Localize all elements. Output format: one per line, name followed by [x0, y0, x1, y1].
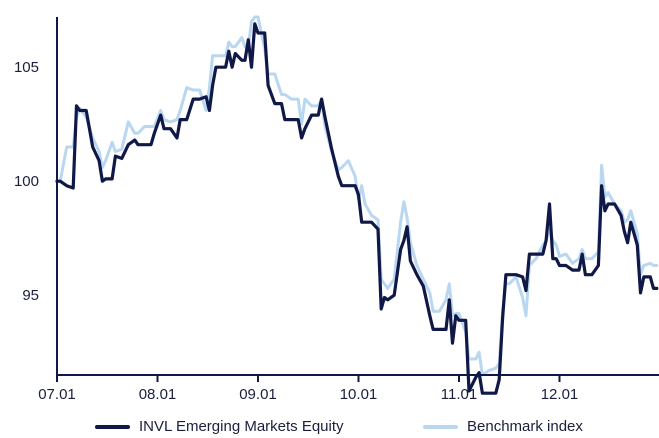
y-tick-label: 95 [22, 287, 39, 304]
y-tick-label: 105 [14, 59, 39, 76]
series-layer [55, 15, 659, 395]
y-axis-ticks: 95 100 105 [14, 59, 39, 304]
x-tick-label: 10.01 [340, 386, 378, 403]
x-tick-label: 08.01 [139, 386, 177, 403]
x-tick-label: 09.01 [239, 386, 277, 403]
legend-swatch-invl [95, 425, 130, 429]
legend-label-benchmark: Benchmark index [467, 418, 583, 435]
legend-item-benchmark: Benchmark index [423, 418, 583, 436]
legend-label-invl: INVL Emerging Markets Equity [139, 418, 344, 435]
series-line-benchmark [55, 15, 659, 377]
x-tick-label: 07.01 [38, 386, 76, 403]
legend-item-invl: INVL Emerging Markets Equity [95, 418, 344, 436]
legend: INVL Emerging Markets Equity Benchmark i… [0, 418, 659, 438]
y-tick-label: 100 [14, 173, 39, 190]
x-tick-label: 12.01 [541, 386, 579, 403]
series-line-invl [55, 22, 659, 395]
legend-swatch-benchmark [423, 425, 458, 429]
